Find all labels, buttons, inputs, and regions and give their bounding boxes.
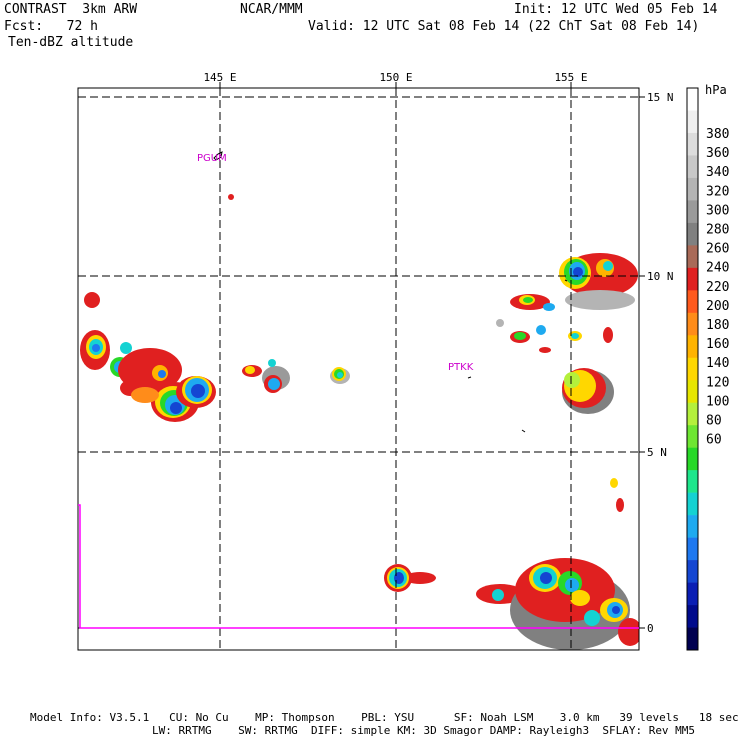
colorbar-swatch — [687, 155, 698, 179]
colorbar-swatch — [687, 245, 698, 269]
model-info-line1: Model Info: V3.5.1 CU: No Cu MP: Thompso… — [30, 711, 739, 724]
colorbar-label: 180 — [706, 318, 729, 333]
colorbar-swatch — [687, 470, 698, 493]
colorbar-swatch — [687, 605, 698, 628]
map-frame — [77, 87, 640, 651]
model-title: CONTRAST 3km ARW — [4, 2, 138, 17]
colorbar-label: 160 — [706, 337, 729, 352]
colorbar-swatch — [687, 627, 698, 651]
lat-label-15n: 15 N — [647, 91, 674, 104]
init-time: Init: 12 UTC Wed 05 Feb 14 — [514, 2, 718, 17]
boundary-line — [78, 504, 639, 629]
lon-label-145: 145 E — [203, 71, 236, 84]
colorbar-label: 280 — [706, 223, 729, 238]
colorbar-swatch — [687, 335, 698, 359]
colorbar-swatch — [687, 110, 698, 134]
colorbar-label: 220 — [706, 280, 729, 295]
colorbar-swatch — [687, 200, 698, 224]
coastline — [213, 96, 568, 433]
colorbar-label: 80 — [706, 414, 722, 429]
axis-ticks — [219, 82, 645, 629]
center-label: NCAR/MMM — [240, 2, 303, 17]
valid-time: Valid: 12 UTC Sat 08 Feb 14 (22 ChT Sat … — [308, 19, 700, 34]
colorbar-swatch — [687, 515, 698, 538]
colorbar-swatch — [687, 537, 698, 561]
colorbar-label: 60 — [706, 433, 722, 448]
lat-label-0: 0 — [647, 622, 654, 635]
colorbar-label: 340 — [706, 165, 729, 180]
station-label-ptkk: PTKK — [448, 362, 474, 373]
colorbar-frame — [686, 87, 699, 651]
station-label-pgum: PGUM — [197, 153, 227, 164]
colorbar-label: 120 — [706, 375, 729, 390]
echo-field — [80, 194, 639, 650]
colorbar-swatch — [687, 560, 698, 583]
colorbar-swatch — [687, 582, 698, 606]
colorbar-swatch — [687, 88, 698, 111]
colorbar-label: 360 — [706, 146, 729, 161]
lon-label-155: 155 E — [554, 71, 587, 84]
lat-label-5n: 5 N — [647, 446, 667, 459]
colorbar-swatch — [687, 492, 698, 516]
forecast-hour: Fcst: 72 h — [4, 19, 98, 34]
colorbar-swatch — [687, 447, 698, 471]
lat-label-10n: 10 N — [647, 270, 674, 283]
colorbar-swatch — [687, 222, 698, 246]
colorbar-unit: hPa — [705, 83, 727, 97]
echo-cluster-east — [496, 253, 638, 512]
colorbar-label: 320 — [706, 184, 729, 199]
colorbar-label: 140 — [706, 356, 729, 371]
colorbar-swatch — [687, 267, 698, 291]
colorbar-label: 100 — [706, 394, 729, 409]
model-info-line2: LW: RRTMG SW: RRTMG DIFF: simple KM: 3D … — [152, 724, 696, 737]
colorbar-swatch — [687, 357, 698, 381]
colorbar-swatch — [687, 290, 698, 314]
colorbar-swatch — [687, 402, 698, 426]
colorbar-swatch — [687, 177, 698, 201]
colorbar-swatch — [687, 380, 698, 404]
colorbar-swatch — [687, 425, 698, 448]
lon-label-150: 150 E — [379, 71, 412, 84]
colorbar-label: 260 — [706, 242, 729, 257]
echo-cluster-central — [242, 359, 350, 393]
colorbar-swatch — [687, 312, 698, 336]
colorbar-label: 200 — [706, 299, 729, 314]
colorbar-label: 300 — [706, 203, 729, 218]
echo-cluster-west — [80, 194, 234, 422]
colorbar-swatches — [686, 87, 699, 651]
colorbar-label: 240 — [706, 261, 729, 276]
colorbar-label: 380 — [706, 127, 729, 142]
echo-cluster-south — [384, 558, 639, 650]
field-name: Ten-dBZ altitude — [8, 35, 134, 50]
colorbar-swatch — [687, 132, 698, 156]
